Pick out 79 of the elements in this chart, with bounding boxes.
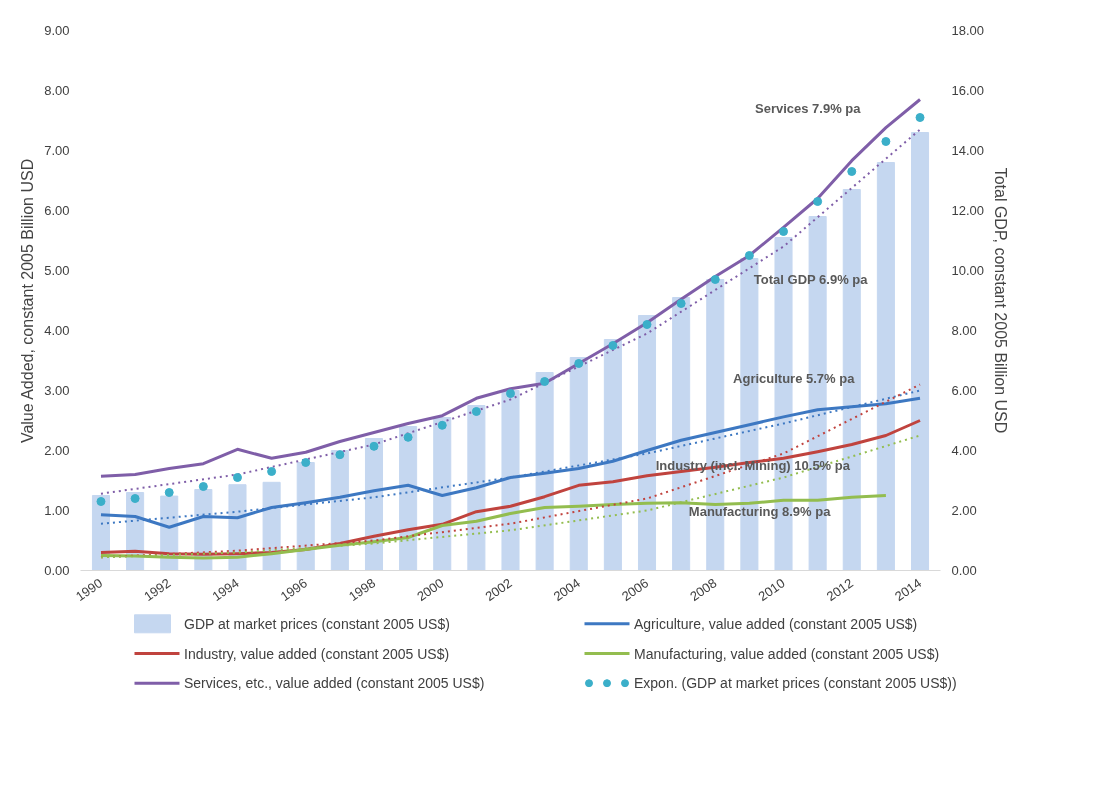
point (471, 407, 481, 416)
y2-tick-label: 16.00 (951, 83, 985, 98)
x-tick-label: 1994 (209, 575, 242, 605)
point (437, 420, 447, 430)
y-tick-label: 3.00 (44, 383, 70, 398)
x-tick-label: 1998 (345, 575, 379, 605)
y-tick-label: 9.00 (44, 23, 70, 38)
legend-label: Services, etc., value added (constant 2005 US$) (184, 675, 485, 692)
bar (637, 315, 657, 571)
point (403, 432, 413, 442)
bar (876, 162, 895, 571)
point (130, 494, 140, 503)
legend-label: Industry, value added (constant 2005 US$) (184, 645, 450, 662)
y-tick-label: 1.00 (44, 503, 70, 518)
point (301, 458, 311, 467)
y-tick-label: 5.00 (44, 263, 70, 278)
x-tick-label: 2004 (550, 575, 583, 605)
y-tick-label: 7.00 (44, 143, 70, 158)
x-tick-label: 1992 (141, 575, 174, 605)
x-tick-label: 2002 (482, 575, 515, 605)
y2-tick-label: 0.00 (951, 563, 977, 578)
annotation: Services 7.9% pa (754, 100, 862, 116)
point (506, 389, 515, 398)
point (574, 359, 584, 368)
y-tick-label: 6.00 (44, 203, 70, 218)
legend-label: Expon. (GDP at market prices (constant 2005 US$)) (634, 675, 957, 692)
point (744, 251, 754, 260)
y-tick-label: 0.00 (44, 563, 70, 578)
y2-tick-label: 4.00 (951, 443, 977, 458)
bar (910, 132, 930, 571)
y2-tick-label: 14.00 (951, 143, 985, 158)
y2-tick-label: 18.00 (951, 23, 985, 38)
annotation: Total GDP 6.9% pa (753, 272, 869, 287)
x-tick-label: 2010 (755, 575, 788, 605)
y2-axis-title: Total GDP, constant 2005 Billion USD (992, 167, 1010, 434)
annotation: Manufacturing 8.9% pa (688, 504, 832, 520)
bar (603, 339, 622, 571)
point (198, 482, 208, 491)
point (881, 137, 891, 146)
x-tick-label: 2006 (618, 575, 652, 605)
y2-tick-label: 8.00 (951, 323, 977, 338)
bar (569, 357, 588, 571)
legend-label: GDP at market prices (constant 2005 US$) (184, 615, 450, 632)
x-tick-label: 2012 (823, 575, 856, 605)
point (813, 197, 823, 206)
point (779, 227, 789, 236)
x-tick-label: 1990 (72, 575, 106, 605)
point (369, 441, 379, 451)
point (164, 488, 174, 497)
annotation: Agriculture 5.7% pa (733, 371, 856, 386)
point (335, 450, 345, 460)
point (267, 467, 277, 476)
point (96, 497, 106, 506)
bar (501, 390, 520, 571)
y2-tick-label: 10.00 (951, 263, 985, 278)
point (710, 275, 720, 284)
x-tick-label: 2008 (687, 575, 720, 605)
x-tick-label: 2000 (414, 575, 447, 605)
point (847, 167, 857, 176)
bar (296, 462, 315, 571)
y-axis-title: Value Added, constant 2005 Billion USD (19, 158, 37, 444)
y2-tick-label: 12.00 (951, 203, 985, 218)
legend-label: Agriculture, value added (constant 2005 US$) (634, 615, 918, 632)
point (540, 377, 550, 386)
y2-tick-label: 2.00 (951, 503, 977, 518)
point (608, 341, 618, 350)
x-tick-label: 2014 (891, 575, 925, 605)
legend-label: Manufacturing, value added (constant 2005 US$) (634, 645, 940, 662)
bar (467, 405, 486, 571)
point (676, 299, 686, 308)
bar (433, 417, 452, 571)
y-tick-label: 2.00 (44, 443, 70, 458)
point (915, 113, 925, 122)
x-tick-label: 1996 (277, 575, 310, 605)
point (642, 320, 652, 329)
y-tick-label: 8.00 (44, 83, 70, 98)
y-tick-label: 4.00 (44, 323, 70, 338)
point (232, 473, 242, 482)
y2-tick-label: 6.00 (951, 383, 977, 398)
